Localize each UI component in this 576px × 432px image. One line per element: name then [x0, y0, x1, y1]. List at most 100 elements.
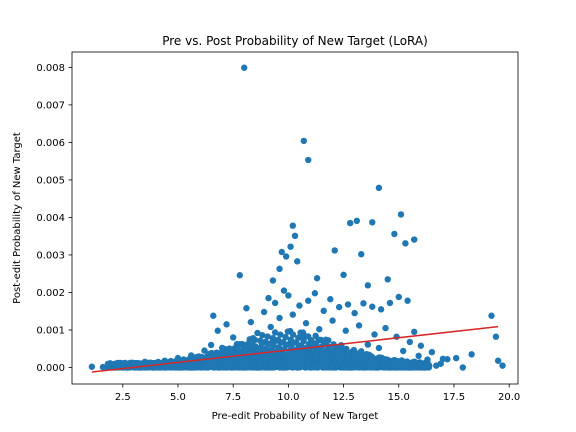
data-point [364, 282, 372, 289]
data-point [317, 359, 325, 367]
data-point [415, 352, 422, 360]
data-point [351, 309, 358, 317]
data-point [313, 346, 321, 354]
data-point [309, 339, 316, 346]
data-point [369, 356, 376, 363]
data-point [301, 350, 308, 358]
y-tick-label: 0.005 [36, 176, 65, 187]
data-point [384, 363, 391, 371]
data-point [322, 336, 330, 343]
data-point [99, 363, 107, 371]
y-tick-label: 0.003 [36, 251, 65, 262]
data-point [249, 335, 257, 342]
data-point [205, 350, 213, 358]
data-point [353, 217, 361, 225]
data-point [437, 360, 444, 367]
data-point [247, 342, 254, 350]
data-point [279, 364, 286, 371]
chart-title: Pre vs. Post Probability of New Target (… [162, 34, 428, 48]
data-point [326, 349, 333, 356]
data-point [263, 346, 270, 353]
x-tick-label: 5.0 [170, 392, 186, 403]
data-point [88, 363, 96, 370]
data-point [344, 301, 352, 308]
data-point [459, 364, 467, 371]
data-point [211, 350, 218, 357]
data-point [358, 348, 365, 355]
data-point [329, 363, 336, 370]
data-point [300, 137, 308, 145]
data-point [468, 351, 475, 358]
data-point [289, 331, 297, 338]
data-point [287, 243, 294, 250]
data-point [356, 353, 363, 361]
data-point [293, 361, 300, 368]
data-point [302, 320, 310, 327]
data-point [210, 312, 217, 319]
data-point [346, 219, 354, 227]
data-point [319, 354, 326, 361]
data-point [428, 348, 436, 356]
data-point [375, 344, 383, 352]
data-point [236, 272, 244, 279]
data-point [492, 333, 500, 340]
data-point [371, 331, 378, 338]
data-point [278, 248, 285, 256]
data-point [362, 358, 369, 365]
data-point [315, 336, 322, 343]
data-point [288, 350, 296, 357]
data-point [333, 344, 340, 351]
data-point [386, 299, 394, 307]
data-point [294, 351, 301, 359]
data-point [364, 341, 372, 348]
data-point [318, 349, 326, 356]
data-point [214, 362, 221, 370]
data-point [299, 357, 307, 365]
data-point [406, 338, 414, 346]
data-point [286, 363, 293, 371]
data-point [348, 362, 356, 369]
data-point [234, 346, 241, 353]
data-point [305, 359, 312, 366]
data-point [304, 363, 311, 371]
data-point [488, 312, 495, 319]
data-point [289, 311, 296, 318]
data-point [207, 341, 215, 349]
y-tick-label: 0.002 [36, 288, 65, 299]
data-point [394, 357, 401, 365]
data-point [236, 341, 244, 348]
data-point [316, 326, 323, 333]
data-point [391, 230, 398, 238]
data-point [223, 346, 231, 353]
data-point [344, 354, 351, 361]
data-point [452, 354, 460, 362]
data-point [229, 346, 236, 353]
data-point [257, 360, 264, 367]
data-point [313, 275, 321, 282]
data-point [384, 276, 391, 283]
data-point [322, 364, 329, 371]
data-point [282, 333, 289, 341]
data-point [274, 337, 281, 344]
data-point [413, 364, 421, 371]
data-point [141, 358, 149, 366]
data-point [265, 340, 272, 348]
y-axis: 0.000 0.001 0.002 0.003 0.004 0.005 0.006 0.007… [36, 63, 72, 374]
data-point [115, 360, 122, 368]
data-point [241, 64, 248, 71]
data-point [373, 361, 380, 369]
data-point [269, 277, 277, 284]
data-point [261, 364, 268, 371]
data-point [369, 219, 376, 226]
data-point [243, 364, 250, 371]
data-point [402, 363, 409, 371]
data-point [161, 357, 168, 364]
data-point [239, 360, 246, 367]
data-point [246, 355, 253, 363]
data-point [154, 360, 162, 367]
y-tick-label: 0.006 [36, 138, 65, 149]
data-point [290, 339, 297, 346]
data-point [411, 236, 418, 243]
data-point [444, 356, 451, 363]
